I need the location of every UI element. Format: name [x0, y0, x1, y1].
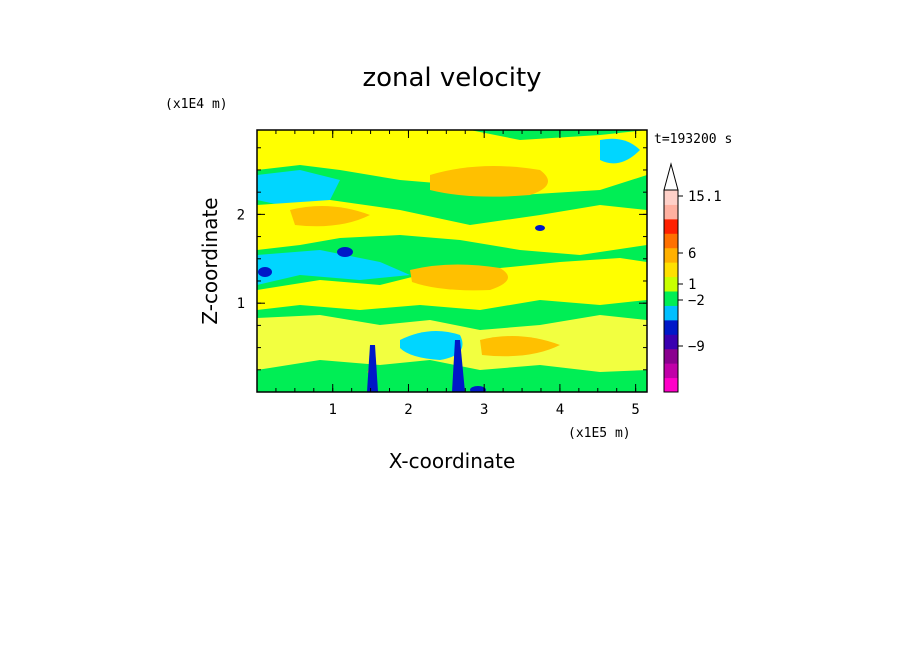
- y-axis-ticks: 12: [237, 147, 647, 371]
- y-tick-label: 1: [237, 296, 245, 312]
- colorbar-swatch: [664, 247, 678, 263]
- contour-band-cyan-top: [257, 170, 340, 205]
- y-tick-label: 2: [237, 207, 245, 223]
- x-tick-label: 1: [329, 402, 337, 418]
- time-label: t=193200 s: [654, 132, 732, 147]
- x-axis-label: X-coordinate: [389, 449, 516, 473]
- colorbar-swatch: [664, 276, 678, 292]
- colorbar-extend-arrow: [663, 162, 679, 191]
- x-tick-label: 3: [480, 402, 488, 418]
- colorbar-swatch: [664, 262, 678, 278]
- colorbar-swatch: [664, 319, 678, 335]
- plot-frame: [256, 129, 648, 393]
- colorbar-swatch: [664, 291, 678, 306]
- contour-blob-blue-2: [258, 267, 272, 277]
- heatmap-plot-area: [257, 130, 647, 392]
- contour-band-cyan-topright: [600, 138, 640, 164]
- x-tick-label: 4: [556, 402, 564, 418]
- contour-blob-blue-3: [535, 225, 545, 231]
- y-unit-label: (x1E4 m): [165, 97, 228, 112]
- contour-band-orange-lower: [480, 336, 560, 357]
- contour-band-blue-plume-2: [452, 340, 465, 392]
- colorbar-swatch: [664, 377, 678, 393]
- contour-band-orange-mid: [410, 264, 508, 291]
- contour-band-yellow-top: [257, 130, 647, 195]
- colorbar-swatch: [664, 190, 678, 205]
- colorbar-swatch: [664, 348, 678, 364]
- colorbar-label: 6: [688, 246, 696, 262]
- colorbar-swatch: [664, 204, 678, 220]
- x-tick-label: 5: [631, 402, 639, 418]
- contour-blob-blue-1: [337, 247, 353, 257]
- x-tick-label: 2: [404, 402, 412, 418]
- contour-band-orange-top: [430, 166, 548, 197]
- colorbar-frame: [663, 189, 679, 393]
- colorbar-swatch: [664, 218, 678, 234]
- contour-band-cyan-lower: [400, 331, 463, 360]
- colorbar-label: −2: [688, 293, 705, 309]
- contour-band-cyan-mid: [257, 250, 410, 285]
- contour-band-green-base: [257, 372, 647, 392]
- y-axis-label: Z-coordinate: [198, 197, 222, 324]
- contour-blob-blue-4: [470, 386, 486, 392]
- colorbar-label: −9: [688, 339, 705, 355]
- colorbar-swatch: [664, 363, 678, 379]
- colorbar-label: 15.1: [688, 189, 722, 205]
- chart-title: zonal velocity: [362, 63, 541, 93]
- colorbar-label: 1: [688, 277, 696, 293]
- colorbar: 15.1 6 1−2 −9: [663, 162, 722, 393]
- contour-band-blue-plume-1: [367, 345, 378, 392]
- colorbar-swatch: [664, 305, 678, 321]
- colorbar-swatch: [664, 233, 678, 249]
- x-unit-label: (x1E5 m): [568, 426, 631, 441]
- x-axis-ticks: 1 2 3 4 5: [256, 130, 640, 418]
- colorbar-swatch: [664, 334, 678, 350]
- contour-band-orange-upper: [290, 206, 370, 227]
